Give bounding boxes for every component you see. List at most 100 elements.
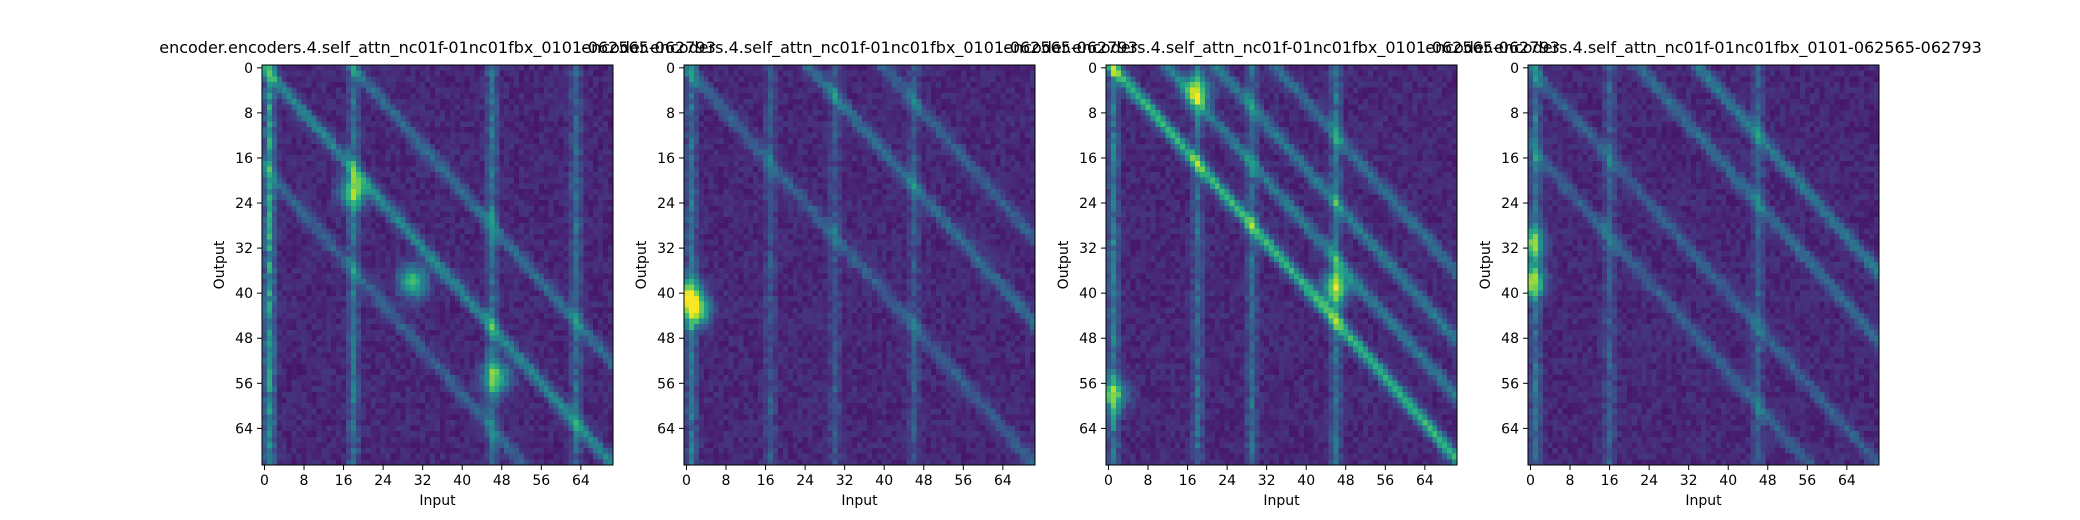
heatmap-cell (266, 352, 273, 359)
heatmap-cell (524, 222, 530, 229)
heatmap-cell (474, 318, 481, 325)
heatmap-cell (533, 70, 540, 77)
heatmap-cell (435, 194, 441, 201)
heatmap-cell (514, 290, 520, 297)
heatmap-cell (336, 87, 342, 94)
heatmap-cell (316, 318, 322, 325)
heatmap-cell (291, 222, 298, 229)
heatmap-cell (533, 431, 540, 438)
heatmap-cell (578, 295, 584, 303)
heatmap-cell (519, 352, 525, 359)
heatmap-cell (420, 172, 426, 179)
heatmap-cell (494, 380, 500, 387)
heatmap-cell (489, 177, 495, 184)
heatmap-cell (316, 98, 322, 106)
heatmap-cell (271, 425, 278, 432)
heatmap-cell (375, 177, 382, 184)
heatmap-cell (519, 419, 525, 427)
heatmap-cell (266, 65, 273, 72)
heatmap-cell (469, 256, 476, 263)
heatmap-cell (514, 386, 520, 393)
heatmap-cell (538, 245, 545, 252)
heatmap-cell (291, 341, 298, 348)
heatmap-cell (608, 307, 614, 314)
heatmap-cell (430, 346, 436, 353)
heatmap-cell (593, 245, 599, 252)
heatmap-cell (464, 121, 471, 128)
heatmap-cell (454, 397, 461, 404)
heatmap-cell (568, 324, 575, 331)
heatmap-cell (548, 149, 555, 156)
heatmap-cell (420, 425, 426, 432)
heatmap-cell (435, 448, 441, 455)
heatmap-cell (350, 166, 357, 173)
heatmap-cell (326, 459, 332, 466)
heatmap-cell (499, 386, 505, 393)
heatmap-cell (464, 183, 471, 190)
heatmap-cell (533, 341, 540, 348)
heatmap-cell (608, 81, 614, 89)
heatmap-cell (341, 81, 347, 89)
heatmap-cell (415, 76, 421, 83)
heatmap-cell (350, 318, 357, 325)
heatmap-cell (449, 104, 456, 111)
heatmap-cell (301, 104, 308, 111)
heatmap-cell (430, 149, 436, 156)
heatmap-cell (286, 132, 293, 139)
heatmap-cell (459, 132, 466, 139)
heatmap-cell (380, 149, 387, 156)
heatmap-cell (326, 87, 332, 94)
heatmap-cell (489, 284, 495, 291)
heatmap-cell (598, 312, 604, 320)
heatmap-cell (494, 391, 500, 398)
heatmap-cell (435, 408, 441, 415)
heatmap-cell (430, 374, 436, 382)
heatmap-cell (479, 397, 486, 404)
heatmap-cell (370, 188, 377, 196)
heatmap-cell (390, 312, 397, 320)
heatmap-cell (262, 414, 268, 421)
heatmap-cell (608, 419, 614, 427)
heatmap-cell (276, 188, 283, 196)
heatmap-cell (266, 335, 273, 342)
heatmap-cell (533, 397, 540, 404)
heatmap-cell (326, 200, 332, 207)
heatmap-cell (360, 301, 367, 308)
heatmap-cell (321, 217, 327, 224)
heatmap-cell (509, 324, 515, 331)
heatmap-cell (524, 346, 530, 353)
heatmap-cell (262, 172, 268, 179)
heatmap-cell (296, 211, 303, 218)
heatmap-cell (538, 110, 545, 117)
heatmap-cell (276, 177, 283, 184)
heatmap-cell (563, 104, 570, 111)
heatmap-cell (528, 110, 535, 117)
heatmap-cell (262, 126, 268, 134)
heatmap-cell (543, 397, 550, 404)
heatmap-cell (321, 76, 327, 83)
heatmap-cell (489, 87, 495, 94)
heatmap-cell (346, 436, 352, 444)
heatmap-cell (385, 76, 392, 83)
heatmap-cell (474, 65, 481, 72)
heatmap-cell (459, 228, 466, 235)
heatmap-cell (405, 70, 411, 77)
heatmap-cell (603, 425, 609, 432)
heatmap-cell (588, 160, 594, 167)
heatmap-cell (276, 250, 283, 258)
heatmap-cell (301, 442, 308, 449)
heatmap-cell (390, 436, 397, 444)
heatmap-cell (415, 194, 421, 201)
heatmap-cell (311, 155, 317, 162)
heatmap-cell (321, 318, 327, 325)
heatmap-cell (494, 81, 500, 89)
heatmap-cell (341, 453, 347, 460)
heatmap-cell (514, 279, 520, 286)
heatmap-cell (350, 363, 357, 370)
heatmap-cell (489, 357, 495, 365)
heatmap-cell (395, 126, 402, 134)
heatmap-cell (276, 363, 283, 370)
heatmap-cell (410, 256, 416, 263)
heatmap-cell (454, 70, 461, 77)
heatmap-cell (375, 93, 382, 100)
